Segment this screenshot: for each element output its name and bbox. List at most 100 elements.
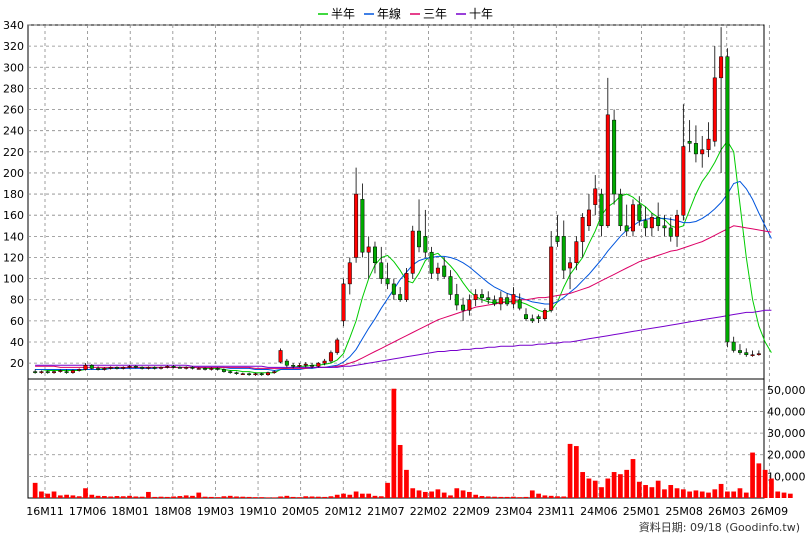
moving-average-lines [35,140,772,374]
candle-body [448,276,453,295]
candle-body [316,362,321,367]
volume-bar [643,485,648,498]
candle-body [700,149,705,155]
price-tick-label: 180 [3,188,24,201]
volume-bar [523,496,529,498]
candle-body [511,294,516,305]
volume-bar [32,482,38,498]
volume-bar [89,494,95,498]
candle-body [398,294,403,300]
volume-bar [536,493,541,498]
x-axis: 16M11 17M06 18M01 18M08 19M03 19M10 20M05 20M12… [26,505,788,518]
volume-bar [95,495,101,498]
candle-body [310,365,315,367]
volume-bar [529,490,535,498]
candle-body [341,283,346,322]
volume-bar [586,478,592,498]
volume-bar [70,495,76,498]
candle-body [467,299,472,311]
volume-bar [725,491,730,498]
volume-bar [234,496,239,498]
candle-body [133,366,138,368]
volume-bar [687,491,692,498]
candle-body [322,360,327,364]
candle-body [637,204,642,221]
volume-bar [76,496,82,498]
volume-bar [769,478,774,498]
candle-body [498,297,503,305]
candle-body [479,294,484,298]
volume-bar [366,493,372,498]
volume-bar [190,495,195,498]
candle-body [196,368,201,370]
candle-body [272,371,277,373]
volume-bar [102,496,107,498]
candle-body [612,119,617,195]
volume-bar [196,492,202,498]
candle-body [756,353,761,355]
volume-bar [290,496,296,498]
volume-bar [410,488,416,498]
candle-body [435,267,440,274]
volume-bar [45,493,51,498]
candle-body [146,367,151,369]
volume-bar [636,481,642,498]
price-tick-label: 40 [10,336,24,349]
volume-bar [83,488,88,498]
candle-body [303,363,308,366]
candle-body [354,193,359,258]
candle-body [725,56,730,343]
candle-body [58,370,63,372]
volume-bar [297,497,302,498]
volume-bar [240,496,246,498]
price-tick-label: 220 [3,146,24,159]
price-grid [27,24,770,380]
price-tick-label: 120 [3,251,24,264]
volume-series [32,388,793,498]
x-tick-label: 18M01 [111,505,149,518]
volume-bar [680,489,686,498]
volume-bar [775,491,781,498]
volume-bar [435,489,441,498]
candle-body [719,56,724,79]
volume-bar [712,489,718,498]
volume-bar [416,490,422,498]
candle-body [542,310,547,320]
volume-bar [592,480,598,498]
volume-bar [580,472,586,498]
candle-body [335,339,340,353]
volume-tick-label: 10,000 [767,470,806,483]
volume-bar [315,496,321,498]
candle-body [391,283,396,295]
candle-body [228,371,233,373]
candle-body [347,262,352,285]
price-tick-label: 100 [3,273,24,286]
candle-body [77,369,82,371]
x-tick-label: 21M07 [367,505,405,518]
volume-bar [328,496,334,498]
volume-bar [120,496,126,498]
volume-bar [208,496,214,498]
price-tick-label: 140 [3,230,24,243]
x-tick-label: 24M06 [580,505,618,518]
volume-bar [309,496,315,498]
candle-body [284,360,289,366]
candle-body [64,371,69,373]
price-tick-label: 340 [3,19,24,32]
volume-bar [385,482,390,498]
x-tick-label: 20M12 [325,505,363,518]
volume-bar [114,496,120,498]
legend-label-3: 十年 [469,7,493,21]
volume-bar [152,496,158,498]
volume-bar [649,487,655,498]
candle-body [536,316,541,320]
x-tick-label: 17M06 [69,505,107,518]
volume-bar [221,496,227,498]
volume-bar [108,496,114,498]
legend-label-1: 年線 [377,6,401,21]
candle-body [681,146,686,216]
x-tick-label: 22M09 [452,505,490,518]
volume-bar [253,497,258,498]
candle-body [454,294,459,306]
